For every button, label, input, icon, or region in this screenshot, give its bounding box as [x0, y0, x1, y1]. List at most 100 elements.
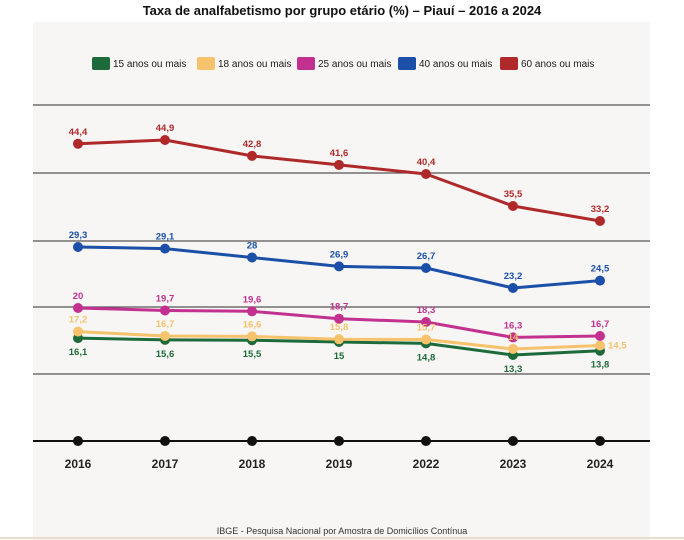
data-point [160, 305, 170, 316]
data-label: 16,7 [591, 319, 610, 330]
data-point [508, 344, 518, 354]
x-tick-label: 2024 [587, 457, 614, 471]
data-label: 29,3 [69, 230, 88, 241]
data-label: 18,3 [417, 305, 436, 316]
data-label: 41,6 [330, 148, 349, 159]
data-point [73, 303, 83, 313]
legend-item: 18 anos ou mais [197, 57, 291, 70]
data-point [595, 216, 605, 226]
data-point [247, 252, 257, 263]
data-label: 28 [247, 241, 258, 252]
legend-item: 25 anos ou mais [297, 57, 391, 70]
data-label: 26,7 [417, 251, 436, 262]
data-point [334, 313, 344, 324]
data-point [247, 150, 257, 161]
data-label: 44,9 [156, 123, 175, 134]
axis-dot [247, 436, 257, 446]
data-label: 23,2 [504, 271, 523, 282]
data-label: 14,8 [417, 352, 436, 363]
data-point [421, 263, 431, 273]
data-label: 35,5 [504, 189, 523, 200]
data-label: 44,4 [69, 127, 88, 138]
data-point [73, 326, 83, 337]
data-label: 13,3 [504, 364, 523, 375]
legend-swatch [197, 57, 215, 70]
x-tick-label: 2019 [326, 457, 353, 471]
data-label: 15,6 [156, 349, 175, 360]
data-point [421, 169, 431, 179]
data-point [247, 306, 257, 317]
data-point [421, 317, 431, 327]
data-point [508, 200, 518, 211]
source-note: IBGE - Pesquisa Nacional por Amostra de … [217, 526, 468, 536]
data-label: 16,6 [243, 319, 262, 330]
axis-dot [73, 436, 83, 446]
legend-item: 60 anos ou mais [500, 57, 594, 70]
axis-dot [595, 436, 605, 446]
chart-panel [33, 22, 650, 540]
x-tick-label: 2016 [65, 457, 92, 471]
data-point [595, 340, 605, 351]
data-point [508, 283, 518, 293]
data-label: 33,2 [591, 204, 610, 215]
axis-dot [508, 436, 518, 446]
data-label: 16,3 [504, 320, 523, 331]
data-point [160, 243, 170, 254]
data-label: 15,7 [417, 323, 436, 334]
data-point [160, 331, 170, 341]
gridlines [33, 104, 650, 375]
data-label: 15,8 [330, 322, 349, 333]
data-label: 14 [508, 332, 519, 343]
data-point [247, 331, 257, 342]
legend-item: 40 anos ou mais [398, 57, 492, 70]
data-label: 42,8 [243, 139, 262, 150]
series-points [73, 135, 605, 360]
data-label: 13,8 [591, 360, 610, 371]
data-label: 16,7 [156, 319, 175, 330]
data-label: 14,5 [608, 341, 627, 352]
data-point [421, 334, 431, 345]
data-point [334, 261, 344, 272]
x-tick-label: 2018 [239, 457, 266, 471]
data-point [595, 275, 605, 286]
data-label: 19,7 [156, 293, 175, 304]
legend-label: 60 anos ou mais [521, 59, 594, 70]
data-label: 16,1 [69, 347, 88, 358]
data-point [160, 135, 170, 145]
legend-swatch [92, 57, 110, 70]
bottom-rule [0, 537, 684, 539]
data-label: 18,7 [330, 302, 349, 313]
x-tick-label: 2023 [500, 457, 527, 471]
x-tick-label: 2022 [413, 457, 440, 471]
data-point [334, 159, 344, 170]
chart-title: Taxa de analfabetismo por grupo etário (… [142, 3, 542, 18]
data-label: 20 [73, 291, 84, 302]
legend-label: 18 anos ou mais [218, 59, 291, 70]
data-label: 15 [334, 351, 345, 362]
data-label: 19,6 [243, 294, 262, 305]
data-point [334, 334, 344, 345]
axis-dot [421, 436, 431, 446]
legend-label: 40 anos ou mais [419, 59, 492, 70]
axis-dot [334, 436, 344, 446]
legend-swatch [398, 57, 416, 70]
data-point [73, 138, 83, 149]
data-label: 26,9 [330, 249, 349, 260]
axis-dot [160, 436, 170, 446]
legend-label: 15 anos ou mais [113, 59, 186, 70]
value-labels: 16,1 15,6 15,5 15 14,8 13,3 13,8 17,2 16,7 16,6 15… [69, 123, 627, 375]
data-label: 24,5 [591, 264, 610, 275]
data-label: 17,2 [69, 315, 88, 326]
legend-swatch [297, 57, 315, 70]
data-point [595, 331, 605, 341]
x-axis: 2016 2017 2018 2019 2022 2023 2024 [33, 436, 650, 471]
data-label: 40,4 [417, 157, 436, 168]
data-label: 15,5 [243, 349, 262, 360]
legend-item: 15 anos ou mais [92, 57, 186, 70]
legend-label: 25 anos ou mais [318, 59, 391, 70]
legend-swatch [500, 57, 518, 70]
data-point [508, 332, 518, 343]
data-point [73, 242, 83, 252]
x-tick-label: 2017 [152, 457, 179, 471]
